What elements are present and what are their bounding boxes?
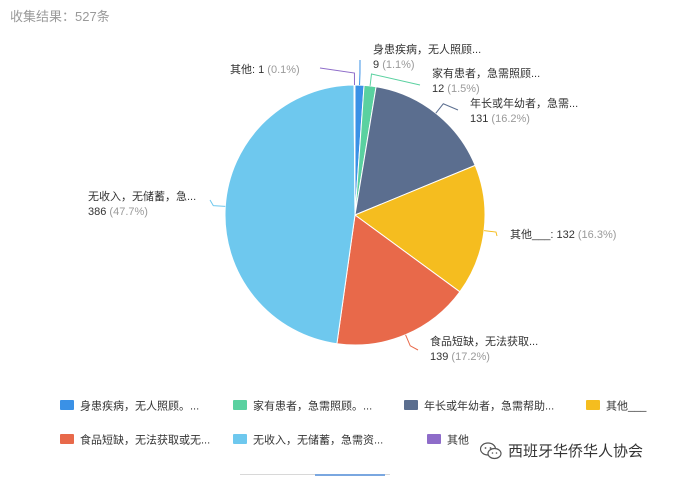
legend-label: 食品短缺，无法获取或无... xyxy=(80,433,210,447)
pie-slices xyxy=(225,85,485,345)
legend-label: 年长或年幼者，急需帮助... xyxy=(424,399,554,413)
legend-label: 家有患者，急需照顾。... xyxy=(253,399,372,413)
slice-value-label: 139 (17.2%) xyxy=(430,351,490,363)
watermark-text: 西班牙华侨华人协会 xyxy=(508,440,643,461)
leader-line xyxy=(436,104,458,113)
legend-swatch xyxy=(60,400,74,410)
legend-swatch xyxy=(586,400,600,410)
legend-item[interactable]: 家有患者，急需照顾。... xyxy=(233,399,372,413)
legend-item[interactable]: 其他___ xyxy=(586,400,647,413)
leader-line xyxy=(484,231,497,236)
slice-label: 食品短缺，无法获取... xyxy=(430,334,538,348)
legend-label: 其他___ xyxy=(606,400,647,413)
slice-value-label: 131 (16.2%) xyxy=(470,113,530,125)
slice-label: 身患疾病，无人照顾... xyxy=(373,42,481,56)
legend-item[interactable]: 身患疾病，无人照顾。... xyxy=(60,399,199,413)
pie-slice[interactable] xyxy=(225,85,355,344)
legend-label: 身患疾病，无人照顾。... xyxy=(80,399,199,413)
leader-line xyxy=(406,335,418,350)
watermark: 西班牙华侨华人协会 xyxy=(480,440,643,461)
legend-item[interactable]: 无收入，无储蓄，急需资... xyxy=(233,433,383,447)
leader-line xyxy=(370,74,420,86)
legend-label: 无收入，无储蓄，急需资... xyxy=(253,433,383,447)
legend-swatch xyxy=(233,434,247,444)
wechat-icon xyxy=(480,442,502,460)
slice-value-label: 12 (1.5%) xyxy=(432,83,480,95)
slice-label: 无收入，无储蓄，急... xyxy=(88,189,196,203)
legend-swatch xyxy=(404,400,418,410)
legend-label: 其他 xyxy=(447,434,469,447)
legend-item[interactable]: 其他 xyxy=(427,434,469,447)
legend-swatch xyxy=(427,434,441,444)
bottom-scroll-thumb[interactable] xyxy=(315,474,385,476)
slice-value-label: 9 (1.1%) xyxy=(373,59,415,71)
slice-label: 其他: 1 (0.1%) xyxy=(230,63,300,76)
slice-label: 其他___: 132 (16.3%) xyxy=(510,228,616,241)
legend-swatch xyxy=(233,400,247,410)
leader-line xyxy=(320,68,354,85)
legend-swatch xyxy=(60,434,74,444)
slice-label: 家有患者，急需照顾... xyxy=(432,66,540,80)
legend-item[interactable]: 年长或年幼者，急需帮助... xyxy=(404,399,554,413)
slice-label: 年长或年幼者，急需... xyxy=(470,96,578,110)
legend-item[interactable]: 食品短缺，无法获取或无... xyxy=(60,433,210,447)
leader-line xyxy=(210,200,225,206)
slice-value-label: 386 (47.7%) xyxy=(88,206,148,218)
